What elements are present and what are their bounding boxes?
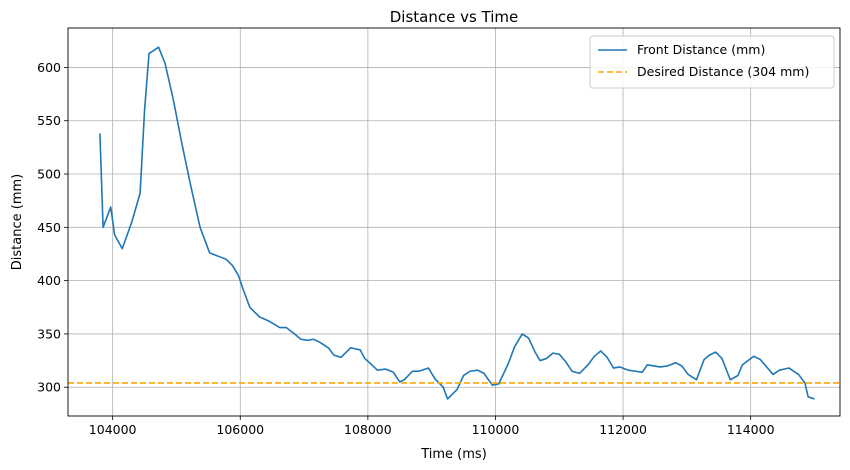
x-tick-label: 114000 — [727, 422, 775, 437]
series-layer — [68, 46, 840, 400]
grid — [68, 28, 840, 416]
x-tick-label: 104000 — [89, 422, 137, 437]
y-tick-label: 400 — [37, 273, 61, 288]
y-tick-label: 300 — [37, 380, 61, 395]
legend-label-desired-distance: Desired Distance (304 mm) — [637, 64, 809, 79]
y-axis-label: Distance (mm) — [10, 174, 25, 270]
x-tick-label: 108000 — [344, 422, 392, 437]
series-line-front-distance — [99, 46, 815, 400]
y-tick-label: 550 — [37, 113, 61, 128]
y-tick-label: 450 — [37, 220, 61, 235]
chart-title: Distance vs Time — [390, 8, 519, 26]
axis-ticks: 104000 106000 108000 110000 112000 114000 300 3… — [37, 60, 774, 437]
y-tick-label: 350 — [37, 326, 61, 341]
plot-frame — [67, 27, 841, 417]
legend-box — [589, 35, 835, 89]
x-tick-label: 106000 — [216, 422, 264, 437]
x-tick-label: 112000 — [599, 422, 647, 437]
x-tick-label: 110000 — [472, 422, 520, 437]
y-tick-label: 600 — [37, 60, 61, 75]
y-tick-label: 500 — [37, 167, 61, 182]
legend: Front Distance (mm) Desired Distance (30… — [589, 35, 835, 89]
x-axis-label: Time (ms) — [420, 447, 487, 462]
legend-label-front-distance: Front Distance (mm) — [637, 42, 765, 57]
